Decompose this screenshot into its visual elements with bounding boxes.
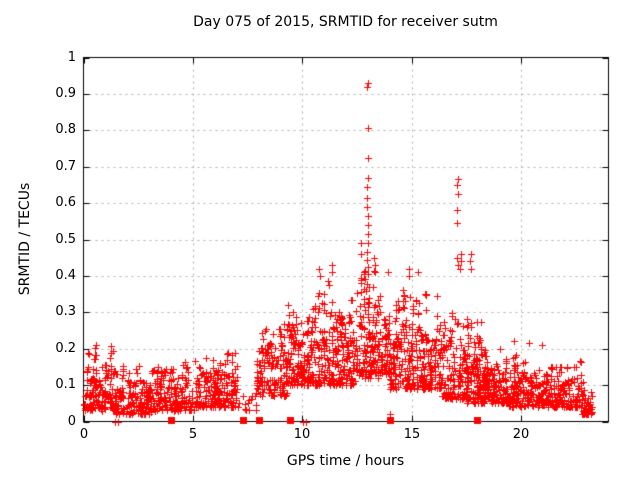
- y-tick-label: 0.7: [55, 159, 76, 174]
- chart-title: Day 075 of 2015, SRMTID for receiver sut…: [193, 14, 498, 30]
- x-tick-label: 5: [188, 427, 198, 442]
- y-tick-label: 1: [67, 50, 76, 65]
- y-tick-label: 0.6: [55, 195, 76, 210]
- x-tick-label: 20: [512, 427, 530, 442]
- y-tick-label: 0.1: [55, 377, 76, 392]
- y-tick-label: 0.9: [55, 86, 76, 101]
- x-tick-label: 0: [79, 427, 89, 442]
- y-tick-label: 0.8: [55, 122, 76, 137]
- x-axis-label: GPS time / hours: [286, 453, 405, 469]
- x-tick-label: 15: [403, 427, 421, 442]
- y-tick-label: 0.5: [55, 232, 76, 247]
- y-tick-label: 0.2: [55, 341, 76, 356]
- x-tick-label: 10: [293, 427, 311, 442]
- y-tick-label: 0: [67, 414, 76, 429]
- y-tick-label: 0.3: [55, 304, 76, 319]
- y-tick-label: 0.4: [55, 268, 76, 283]
